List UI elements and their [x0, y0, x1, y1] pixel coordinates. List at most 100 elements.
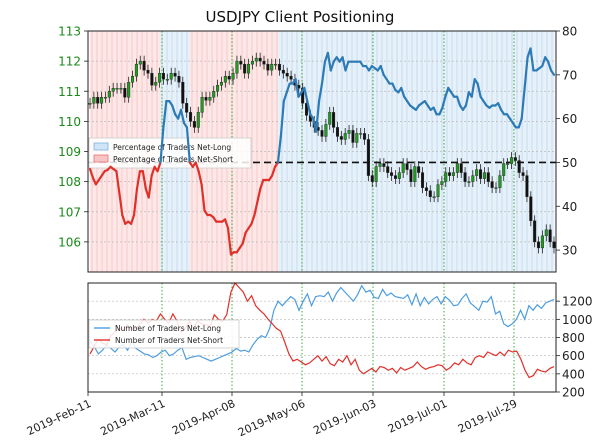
candle-body — [374, 166, 378, 182]
right-tick-label: 40 — [562, 200, 577, 214]
sentiment-hatch — [524, 31, 529, 272]
candle-body — [185, 103, 189, 113]
candle-body — [502, 163, 506, 176]
series-segment-percentage-net-long — [185, 126, 191, 164]
candle-body — [343, 133, 347, 140]
left-tick-label: 113 — [58, 25, 81, 39]
series-segment-percentage-net-long — [200, 183, 206, 212]
left-tick-label: 111 — [58, 85, 81, 99]
sentiment-hatch — [280, 31, 285, 272]
sentiment-hatch — [292, 31, 297, 272]
legend-lower-box — [88, 319, 240, 349]
series-segment-percentage-net-long — [159, 126, 165, 164]
sentiment-hatch — [509, 31, 514, 272]
x-tick-label: 2019-Jul-29 — [456, 397, 519, 436]
sentiment-hatch — [521, 31, 526, 272]
sentiment-hatch — [421, 31, 426, 272]
series-segment-percentage-net-long — [253, 200, 259, 217]
series-segment-percentage-net-long — [294, 78, 300, 98]
candle-body — [301, 88, 305, 104]
sentiment-hatch — [468, 31, 473, 272]
candle-body — [92, 97, 96, 104]
sentiment-hatch — [512, 31, 517, 272]
series-segment-percentage-net-long — [250, 213, 256, 225]
candle-body — [548, 229, 552, 243]
candle-body — [513, 157, 517, 161]
series-segment-percentage-net-long — [400, 86, 406, 98]
series-segment-percentage-net-long — [344, 60, 350, 72]
right-tick-label: 60 — [562, 112, 577, 126]
candle-body — [96, 97, 100, 104]
sentiment-hatch — [448, 31, 452, 272]
series-segment-percentage-net-long — [315, 100, 321, 133]
sentiment-hatch — [501, 31, 505, 272]
series-segment-percentage-net-long — [455, 95, 462, 107]
candle-body — [289, 75, 293, 80]
candle-body — [328, 112, 332, 125]
series-segment-percentage-net-long — [194, 161, 200, 173]
sentiment-hatch — [545, 31, 549, 272]
candle-body — [212, 91, 216, 98]
series-line-number-net-long — [89, 284, 555, 362]
candle-body — [440, 181, 444, 185]
sentiment-hatch — [260, 31, 264, 272]
series-segment-percentage-net-long — [285, 82, 291, 94]
candle-body — [324, 124, 328, 137]
candle-body — [219, 82, 223, 86]
candle-body — [393, 175, 397, 179]
sentiment-hatch — [498, 31, 502, 272]
series-segment-percentage-net-long — [115, 170, 121, 195]
series-segment-percentage-net-long — [226, 227, 233, 256]
series-segment-percentage-net-long — [523, 56, 529, 90]
series-segment-percentage-net-long — [444, 86, 450, 98]
x-axis-ticks: 2019-Feb-11 2019-Mar-11 2019-Apr-082019-Ma… — [25, 392, 519, 439]
series-segment-percentage-net-long — [497, 102, 503, 111]
candle-body — [370, 175, 374, 182]
series-segment-percentage-net-long — [341, 56, 347, 72]
upper-frame — [87, 30, 557, 273]
sentiment-hatch — [380, 31, 385, 272]
candle-body — [277, 63, 281, 71]
lower-panel: 200 400 600 800 1000 1200 Number of Traders N… — [87, 281, 593, 400]
series-segment-percentage-net-long — [438, 106, 444, 116]
right-tick-label: 200 — [562, 386, 585, 400]
candle-body — [521, 172, 525, 176]
candle-body — [285, 72, 289, 77]
series-segment-percentage-net-long — [282, 91, 288, 103]
series-segment-percentage-net-long — [470, 78, 476, 98]
sentiment-hatch — [492, 31, 496, 272]
left-tick-label: 106 — [58, 235, 81, 249]
candle-body — [173, 72, 177, 77]
x-tick-label: 2019-Jul-01 — [386, 397, 449, 436]
candle-body — [150, 72, 154, 86]
candle-body — [192, 121, 196, 128]
candle-body — [131, 75, 135, 83]
candle-body — [266, 63, 270, 71]
candle-body — [134, 63, 138, 77]
candle-body — [479, 169, 483, 179]
candle-body — [366, 139, 370, 176]
sentiment-hatch — [536, 31, 540, 272]
candle-body — [142, 60, 146, 71]
candle-body — [382, 163, 386, 167]
right-tick-label: 600 — [562, 349, 585, 363]
candle-body — [455, 163, 459, 173]
left-tick-label: 109 — [58, 145, 81, 159]
price-candles — [88, 52, 556, 254]
series-segment-percentage-net-long — [306, 100, 312, 116]
right-tick-label: 80 — [562, 25, 577, 39]
left-tick-label: 112 — [58, 55, 81, 69]
candle-body — [161, 72, 165, 80]
candle-body — [165, 78, 169, 81]
candle-body — [138, 60, 142, 65]
x-tick-label: 2019-May-06 — [236, 397, 307, 439]
sentiment-hatch — [445, 31, 449, 272]
candle-body — [103, 97, 107, 99]
candle-body — [363, 133, 367, 140]
candle-body — [281, 69, 285, 74]
candle-body — [401, 163, 405, 173]
candle-body — [189, 112, 193, 122]
x-tick-label: 2019-Apr-08 — [170, 397, 237, 438]
series-segment-percentage-net-long — [329, 60, 335, 72]
candle-body — [494, 187, 498, 189]
